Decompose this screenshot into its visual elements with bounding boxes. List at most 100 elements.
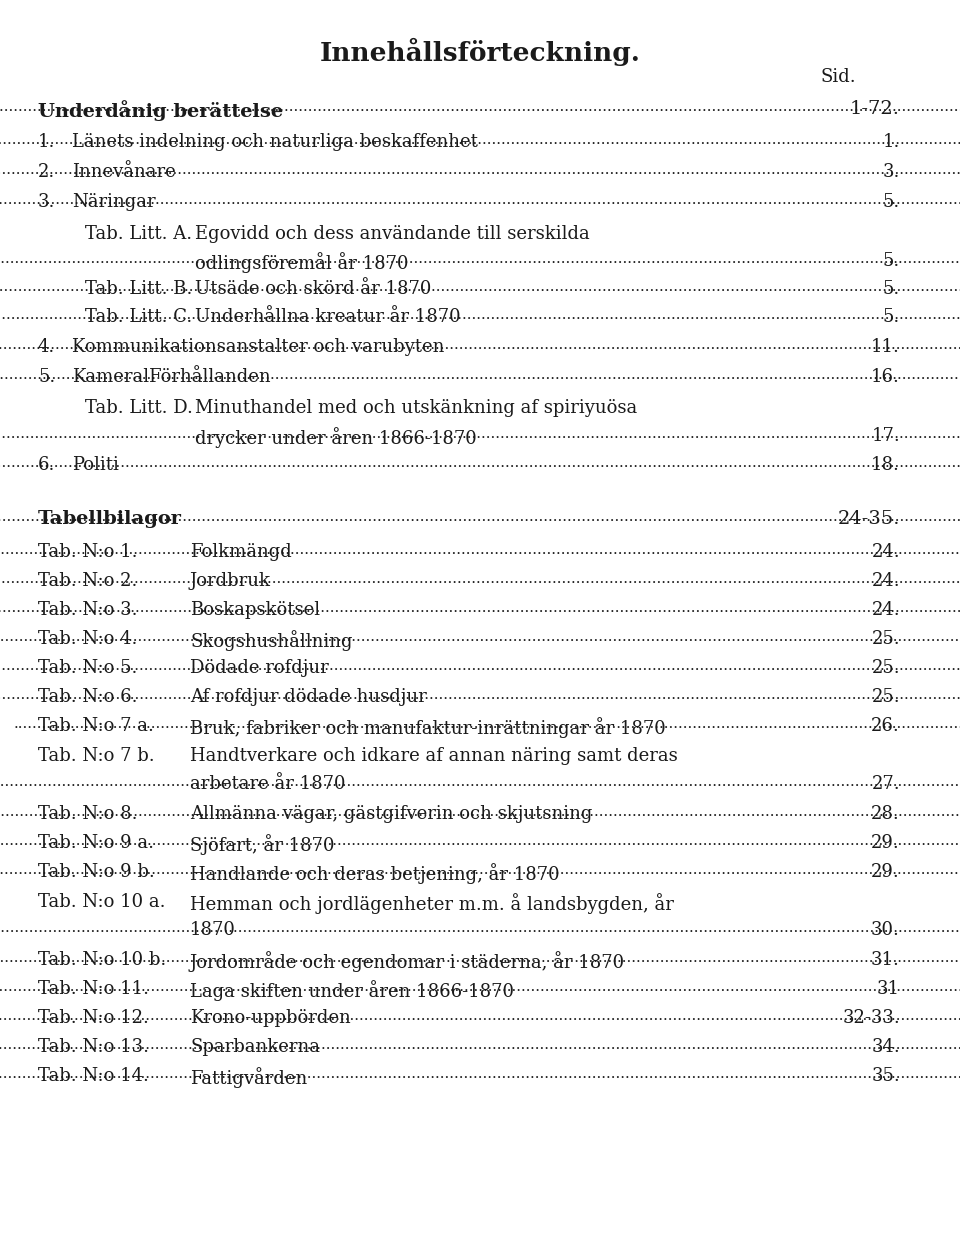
Text: 4.: 4.: [38, 338, 56, 355]
Text: ................................................................................: ........................................…: [0, 980, 960, 993]
Text: Näringar: Näringar: [72, 193, 156, 211]
Text: Kommunikationsanstalter och varubyten: Kommunikationsanstalter och varubyten: [72, 338, 444, 355]
Text: 31.: 31.: [871, 951, 900, 968]
Text: Handtverkare och idkare af annan näring samt deras: Handtverkare och idkare af annan näring …: [190, 747, 678, 765]
Text: ................................................................................: ........................................…: [0, 631, 960, 644]
Text: Tabellbilagor: Tabellbilagor: [38, 510, 182, 528]
Text: Tab. N:o 3.: Tab. N:o 3.: [38, 602, 137, 619]
Text: Minuthandel med och utskänkning af spiriyuösa: Minuthandel med och utskänkning af spiri…: [195, 399, 637, 417]
Text: Tab. N:o 10 b.: Tab. N:o 10 b.: [38, 951, 166, 968]
Text: ................................................................................: ........................................…: [0, 252, 960, 266]
Text: 32-33.: 32-33.: [842, 1009, 900, 1027]
Text: Tab. N:o 4.: Tab. N:o 4.: [38, 631, 137, 648]
Text: 24.: 24.: [872, 571, 900, 590]
Text: Underhållna kreatur år 1870: Underhållna kreatur år 1870: [195, 308, 461, 327]
Text: Tab. N:o 12.: Tab. N:o 12.: [38, 1009, 149, 1027]
Text: 6.: 6.: [38, 456, 56, 474]
Text: Tab. Litt. A.: Tab. Litt. A.: [85, 225, 192, 242]
Text: 18.: 18.: [871, 456, 900, 474]
Text: Tab. N:o 6.: Tab. N:o 6.: [38, 688, 137, 706]
Text: 29.: 29.: [872, 863, 900, 880]
Text: ................................................................................: ........................................…: [0, 280, 960, 294]
Text: Dödade rofdjur: Dödade rofdjur: [190, 659, 328, 677]
Text: Tab. N:o 11.: Tab. N:o 11.: [38, 980, 149, 999]
Text: Innehållsförteckning.: Innehållsförteckning.: [320, 38, 640, 67]
Text: 35.: 35.: [872, 1068, 900, 1085]
Text: 2.: 2.: [38, 163, 56, 181]
Text: ................................................................................: ........................................…: [0, 456, 960, 470]
Text: 5.: 5.: [883, 308, 900, 327]
Text: 24.: 24.: [872, 602, 900, 619]
Text: ................................................................................: ........................................…: [0, 921, 960, 934]
Text: Af rofdjur dödade husdjur: Af rofdjur dödade husdjur: [190, 688, 427, 706]
Text: Bruk, fabriker och manufaktur-inrättningar år 1870: Bruk, fabriker och manufaktur-inrättning…: [190, 717, 665, 739]
Text: Allmänna vägar, gästgifverin och skjutsning: Allmänna vägar, gästgifverin och skjutsn…: [190, 805, 592, 823]
Text: 29.: 29.: [872, 834, 900, 852]
Text: 5.: 5.: [883, 252, 900, 270]
Text: 5.: 5.: [38, 368, 56, 386]
Text: ................................................................................: ........................................…: [0, 510, 960, 524]
Text: Sid.: Sid.: [820, 68, 855, 85]
Text: ................................................................................: ........................................…: [0, 775, 960, 789]
Text: Tab. N:o 13.: Tab. N:o 13.: [38, 1037, 149, 1056]
Text: 1-72.: 1-72.: [850, 100, 900, 118]
Text: Tab. N:o 9 a.: Tab. N:o 9 a.: [38, 834, 154, 852]
Text: ................................................................................: ........................................…: [0, 427, 960, 441]
Text: ................................................................................: ........................................…: [0, 659, 960, 673]
Text: Sjöfart, år 1870: Sjöfart, år 1870: [190, 834, 334, 855]
Text: 30.: 30.: [871, 921, 900, 939]
Text: KameralFörhållanden: KameralFörhållanden: [72, 368, 271, 386]
Text: Tab. N:o 10 a.: Tab. N:o 10 a.: [38, 893, 165, 911]
Text: ................................................................................: ........................................…: [0, 338, 960, 352]
Text: ................................................................................: ........................................…: [0, 133, 960, 147]
Text: Boskapskötsel: Boskapskötsel: [190, 602, 320, 619]
Text: 31: 31: [877, 980, 900, 999]
Text: ................................................................................: ........................................…: [0, 688, 960, 702]
Text: Länets indelning och naturliga beskaffenhet: Länets indelning och naturliga beskaffen…: [72, 133, 478, 151]
Text: ................................................................................: ........................................…: [0, 602, 960, 615]
Text: Underdånig berättelse: Underdånig berättelse: [38, 100, 283, 121]
Text: Tab. N:o 7 b.: Tab. N:o 7 b.: [38, 747, 155, 765]
Text: 34.: 34.: [872, 1037, 900, 1056]
Text: Sparbankerna: Sparbankerna: [190, 1037, 320, 1056]
Text: drycker under åren 1866-1870: drycker under åren 1866-1870: [195, 427, 477, 448]
Text: Tab. N:o 8.: Tab. N:o 8.: [38, 805, 137, 823]
Text: 1870: 1870: [190, 921, 236, 939]
Text: Innevånare: Innevånare: [72, 163, 176, 181]
Text: Fattigvården: Fattigvården: [190, 1068, 307, 1088]
Text: Tab. Litt. B.: Tab. Litt. B.: [85, 280, 192, 298]
Text: 5.: 5.: [883, 193, 900, 211]
Text: Hemman och jordlägenheter m.m. å landsbygden, år: Hemman och jordlägenheter m.m. å landsby…: [190, 893, 674, 914]
Text: 27.: 27.: [872, 775, 900, 793]
Text: arbetare år 1870: arbetare år 1870: [190, 775, 346, 793]
Text: Tab. Litt. D.: Tab. Litt. D.: [85, 399, 193, 417]
Text: Tab. Litt. C.: Tab. Litt. C.: [85, 308, 192, 327]
Text: Tab. N:o 5.: Tab. N:o 5.: [38, 659, 137, 677]
Text: Utsäde och skörd år 1870: Utsäde och skörd år 1870: [195, 280, 431, 298]
Text: ................................................................................: ........................................…: [0, 1068, 960, 1081]
Text: ................................................................................: ........................................…: [0, 543, 960, 556]
Text: Tab. N:o 7 a.: Tab. N:o 7 a.: [38, 717, 154, 735]
Text: Egovidd och dess användande till serskilda: Egovidd och dess användande till serskil…: [195, 225, 589, 242]
Text: Politi: Politi: [72, 456, 119, 474]
Text: Handlande och deras betjening, år 1870: Handlande och deras betjening, år 1870: [190, 863, 560, 884]
Text: 1.: 1.: [882, 133, 900, 151]
Text: 25.: 25.: [872, 659, 900, 677]
Text: Jordområde och egendomar i städerna, år 1870: Jordområde och egendomar i städerna, år …: [190, 951, 625, 972]
Text: 3.: 3.: [38, 193, 56, 211]
Text: 3.: 3.: [882, 163, 900, 181]
Text: ................................................................................: ........................................…: [0, 1037, 960, 1053]
Text: ................................................................................: ........................................…: [0, 805, 960, 819]
Text: 17.: 17.: [872, 427, 900, 445]
Text: 28.: 28.: [872, 805, 900, 823]
Text: Tab. N:o 1.: Tab. N:o 1.: [38, 543, 137, 561]
Text: ................................................................................: ........................................…: [0, 1009, 960, 1022]
Text: 16.: 16.: [871, 368, 900, 386]
Text: Laga skiften under åren 1866-1870: Laga skiften under åren 1866-1870: [190, 980, 514, 1001]
Text: 25.: 25.: [872, 631, 900, 648]
Text: Krono-uppbörden: Krono-uppbörden: [190, 1009, 350, 1027]
Text: 24-35.: 24-35.: [837, 510, 900, 528]
Text: Tab. N:o 9 b.: Tab. N:o 9 b.: [38, 863, 155, 880]
Text: Jordbruk: Jordbruk: [190, 571, 271, 590]
Text: ................................................................................: ........................................…: [0, 951, 960, 965]
